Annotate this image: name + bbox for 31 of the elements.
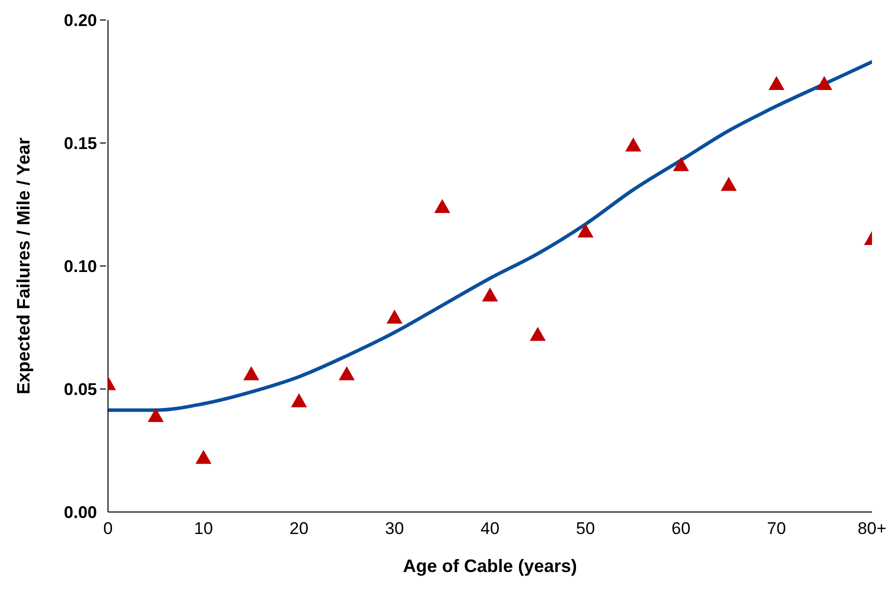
point xyxy=(386,310,402,324)
x-axis-title: Age of Cable (years) xyxy=(402,556,578,576)
x-tick-label: 80+ xyxy=(858,519,886,538)
x-tick-label: 30 xyxy=(385,519,404,538)
x-tick-label: 0 xyxy=(103,519,113,538)
point xyxy=(530,326,546,341)
point xyxy=(816,76,832,90)
y-tick-label: 0.05 xyxy=(64,380,97,399)
x-tick-label: 10 xyxy=(194,519,213,538)
x-tick-label: 60 xyxy=(672,519,690,538)
point xyxy=(720,176,737,191)
point xyxy=(673,157,689,172)
y-tick-label: 0.00 xyxy=(64,502,97,522)
x-tick-label: 40 xyxy=(480,519,500,538)
y-tick-label: 0.20 xyxy=(64,10,97,30)
point xyxy=(434,198,450,213)
x-tick-label: 20 xyxy=(290,519,308,538)
x-tick-label: 70 xyxy=(767,519,786,538)
point xyxy=(625,137,642,152)
x-tick-label: 50 xyxy=(576,519,595,538)
point xyxy=(578,224,594,238)
y-tick-label: 0.15 xyxy=(64,134,97,153)
y-axis-title: Expected Failures / Mile / Year xyxy=(13,138,34,394)
point xyxy=(148,408,164,422)
y-tick-label: 0.10 xyxy=(64,256,97,276)
point xyxy=(196,450,212,464)
point xyxy=(243,366,260,380)
point xyxy=(768,76,784,90)
point xyxy=(338,366,355,380)
point xyxy=(291,393,307,408)
point xyxy=(482,288,498,302)
